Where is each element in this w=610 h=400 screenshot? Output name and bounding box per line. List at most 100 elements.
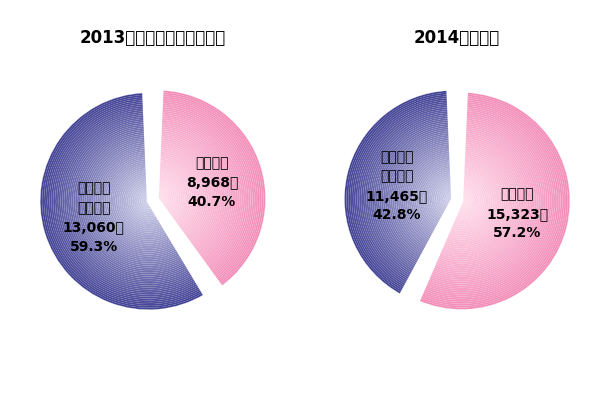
Wedge shape: [396, 142, 450, 249]
Wedge shape: [160, 129, 227, 255]
Wedge shape: [457, 190, 473, 212]
Wedge shape: [345, 91, 448, 294]
Wedge shape: [416, 162, 451, 231]
Wedge shape: [158, 177, 179, 216]
Wedge shape: [160, 125, 231, 258]
Wedge shape: [131, 183, 158, 220]
Wedge shape: [459, 196, 467, 206]
Wedge shape: [157, 191, 165, 205]
Wedge shape: [160, 134, 221, 251]
Wedge shape: [68, 120, 190, 282]
Wedge shape: [161, 105, 251, 274]
Wedge shape: [62, 115, 193, 288]
Wedge shape: [420, 98, 564, 304]
Wedge shape: [159, 155, 201, 234]
Wedge shape: [372, 118, 450, 270]
Wedge shape: [159, 149, 207, 239]
Wedge shape: [77, 130, 185, 273]
Wedge shape: [418, 164, 451, 230]
Wedge shape: [389, 135, 450, 256]
Wedge shape: [428, 117, 546, 286]
Wedge shape: [459, 194, 469, 208]
Wedge shape: [64, 117, 192, 286]
Wedge shape: [370, 116, 450, 272]
Wedge shape: [157, 186, 170, 209]
Wedge shape: [418, 91, 572, 311]
Wedge shape: [160, 120, 236, 263]
Wedge shape: [160, 136, 220, 249]
Wedge shape: [159, 164, 192, 227]
Wedge shape: [51, 104, 199, 298]
Wedge shape: [438, 142, 520, 260]
Wedge shape: [451, 197, 453, 201]
Wedge shape: [49, 102, 199, 300]
Wedge shape: [458, 192, 471, 210]
Wedge shape: [161, 112, 243, 268]
Wedge shape: [453, 181, 482, 221]
Wedge shape: [158, 169, 187, 222]
Wedge shape: [42, 95, 203, 308]
Wedge shape: [348, 94, 448, 291]
Wedge shape: [437, 139, 524, 263]
Wedge shape: [423, 170, 451, 225]
Wedge shape: [425, 172, 452, 223]
Wedge shape: [434, 133, 529, 269]
Wedge shape: [127, 179, 160, 223]
Wedge shape: [113, 166, 167, 236]
Wedge shape: [159, 153, 203, 236]
Wedge shape: [376, 122, 450, 267]
Wedge shape: [160, 138, 218, 248]
Wedge shape: [400, 146, 451, 246]
Wedge shape: [161, 102, 254, 278]
Wedge shape: [159, 160, 196, 230]
Wedge shape: [159, 156, 199, 233]
Wedge shape: [422, 168, 451, 226]
Wedge shape: [453, 179, 484, 223]
Wedge shape: [426, 111, 551, 291]
Wedge shape: [434, 181, 452, 215]
Wedge shape: [99, 152, 174, 251]
Wedge shape: [447, 194, 453, 204]
Wedge shape: [160, 124, 232, 260]
Wedge shape: [159, 146, 210, 242]
Wedge shape: [426, 113, 550, 289]
Wedge shape: [145, 198, 151, 205]
Wedge shape: [161, 109, 247, 272]
Wedge shape: [110, 163, 168, 240]
Text: 【増収】
15,323社
57.2%: 【増収】 15,323社 57.2%: [486, 187, 548, 240]
Wedge shape: [414, 160, 451, 233]
Wedge shape: [158, 182, 174, 212]
Wedge shape: [423, 106, 557, 296]
Wedge shape: [394, 140, 450, 251]
Wedge shape: [53, 106, 198, 297]
Wedge shape: [161, 107, 249, 273]
Text: 【減収・
横ばい】
13,060社
59.3%: 【減収・ 横ばい】 13,060社 59.3%: [63, 182, 124, 254]
Wedge shape: [147, 200, 149, 203]
Wedge shape: [379, 126, 450, 264]
Wedge shape: [352, 98, 448, 288]
Wedge shape: [444, 157, 506, 245]
Wedge shape: [424, 108, 555, 295]
Wedge shape: [448, 166, 497, 236]
Wedge shape: [73, 126, 187, 276]
Wedge shape: [411, 157, 451, 236]
Wedge shape: [106, 159, 170, 244]
Wedge shape: [44, 97, 203, 306]
Wedge shape: [79, 132, 185, 271]
Wedge shape: [442, 153, 509, 249]
Wedge shape: [449, 195, 453, 202]
Wedge shape: [46, 98, 201, 304]
Wedge shape: [392, 138, 450, 252]
Wedge shape: [159, 166, 190, 226]
Wedge shape: [108, 161, 170, 242]
Wedge shape: [158, 171, 185, 221]
Wedge shape: [157, 197, 159, 200]
Wedge shape: [160, 133, 223, 252]
Wedge shape: [158, 173, 183, 220]
Wedge shape: [160, 131, 225, 254]
Wedge shape: [385, 131, 450, 259]
Title: 2013年度業績（前回調査）: 2013年度業績（前回調査）: [80, 29, 226, 47]
Wedge shape: [70, 122, 189, 280]
Wedge shape: [112, 164, 168, 238]
Wedge shape: [383, 129, 450, 260]
